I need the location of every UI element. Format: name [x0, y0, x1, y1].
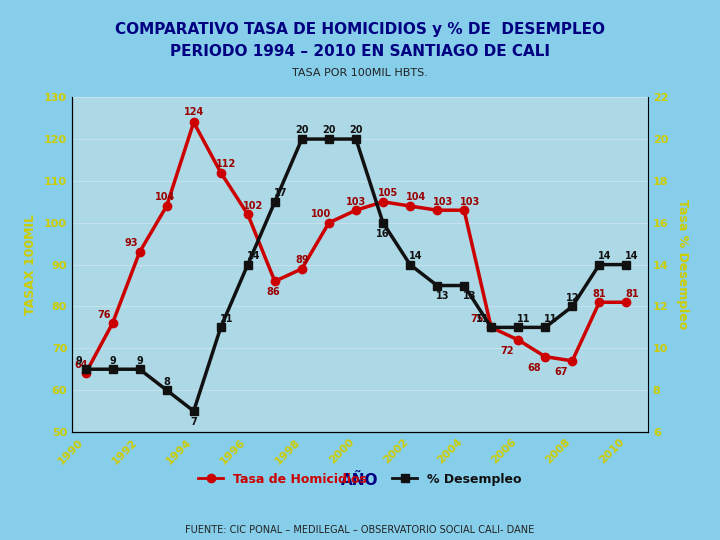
Text: COMPARATIVO TASA DE HOMICIDIOS y % DE  DESEMPLEO: COMPARATIVO TASA DE HOMICIDIOS y % DE DE… — [115, 22, 605, 37]
Text: 112: 112 — [216, 159, 236, 169]
Text: 86: 86 — [266, 287, 280, 297]
Text: 9: 9 — [136, 356, 143, 366]
Text: 11: 11 — [220, 314, 233, 324]
Text: 14: 14 — [598, 251, 611, 261]
Text: FUENTE: CIC PONAL – MEDILEGAL – OBSERVATORIO SOCIAL CALI- DANE: FUENTE: CIC PONAL – MEDILEGAL – OBSERVAT… — [185, 524, 535, 535]
Text: 20: 20 — [295, 125, 309, 136]
Text: 81: 81 — [593, 289, 606, 299]
Text: 12: 12 — [565, 293, 579, 303]
Text: 103: 103 — [433, 197, 453, 207]
Text: 20: 20 — [349, 125, 363, 136]
Text: 11: 11 — [476, 314, 490, 324]
Text: 14: 14 — [625, 251, 639, 261]
Text: 67: 67 — [554, 367, 568, 377]
Text: 9: 9 — [109, 356, 116, 366]
Text: 11: 11 — [517, 314, 531, 324]
Y-axis label: TASAX 100MIL: TASAX 100MIL — [24, 214, 37, 315]
X-axis label: AÑO: AÑO — [341, 473, 379, 488]
Text: 124: 124 — [184, 107, 204, 117]
Text: 103: 103 — [346, 197, 366, 207]
Text: 102: 102 — [243, 201, 264, 211]
Text: 9: 9 — [75, 356, 82, 366]
Text: 20: 20 — [322, 125, 336, 136]
Text: 75: 75 — [470, 314, 484, 324]
Text: 64: 64 — [75, 360, 88, 370]
Text: TASA POR 100MIL HBTS.: TASA POR 100MIL HBTS. — [292, 68, 428, 78]
Text: 17: 17 — [274, 188, 287, 198]
Text: 8: 8 — [163, 376, 170, 387]
Legend: Tasa de Homicidios, % Desempleo: Tasa de Homicidios, % Desempleo — [193, 468, 527, 490]
Text: 104: 104 — [155, 192, 176, 202]
Text: 11: 11 — [544, 314, 557, 324]
Text: 105: 105 — [379, 188, 399, 198]
Text: 68: 68 — [527, 362, 541, 373]
Text: 89: 89 — [295, 255, 309, 265]
Text: 103: 103 — [459, 197, 480, 207]
Text: 104: 104 — [405, 192, 426, 202]
Text: 72: 72 — [500, 346, 514, 356]
Text: 76: 76 — [97, 309, 111, 320]
Text: 13: 13 — [436, 292, 449, 301]
Text: 100: 100 — [310, 209, 330, 219]
Text: 7: 7 — [190, 417, 197, 427]
Text: 14: 14 — [409, 251, 423, 261]
Text: 81: 81 — [625, 289, 639, 299]
Text: PERIODO 1994 – 2010 EN SANTIAGO DE CALI: PERIODO 1994 – 2010 EN SANTIAGO DE CALI — [170, 44, 550, 59]
Text: 14: 14 — [246, 251, 260, 261]
Text: 93: 93 — [125, 239, 138, 248]
Text: 13: 13 — [463, 292, 477, 301]
Y-axis label: Tasa % Desempleo: Tasa % Desempleo — [676, 199, 689, 330]
Text: 16: 16 — [377, 228, 390, 239]
